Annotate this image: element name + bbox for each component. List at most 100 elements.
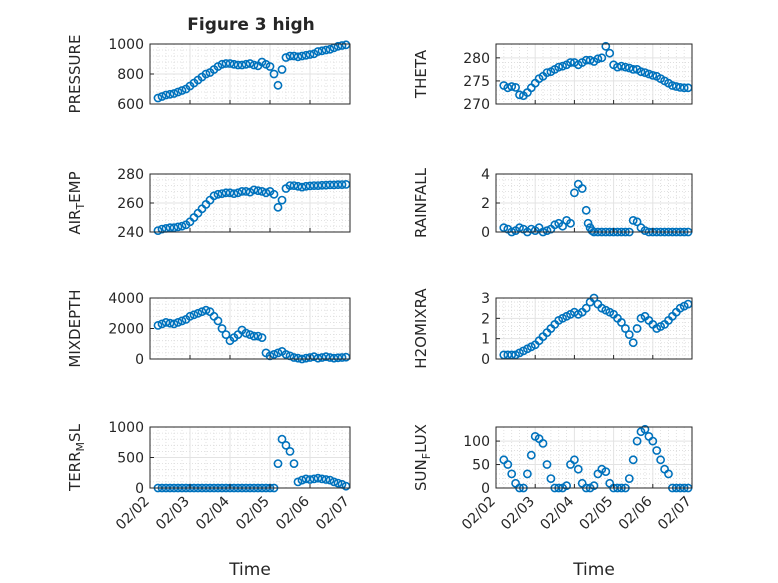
data-point — [213, 189, 223, 199]
y-tick-label: 50 — [472, 458, 490, 474]
data-point — [297, 51, 307, 61]
data-point — [249, 185, 259, 195]
data-point — [201, 305, 211, 315]
data-point — [558, 61, 567, 71]
data-point — [640, 226, 650, 235]
data-point — [273, 202, 283, 212]
y-axis-label: AIRTEMP — [66, 171, 87, 234]
y-tick-label: 0 — [135, 352, 144, 368]
data-point — [265, 62, 275, 71]
data-point — [550, 220, 560, 230]
y-tick-label: 4 — [481, 167, 490, 183]
y-axis-label: SUNFLUX — [412, 424, 433, 491]
data-point — [570, 188, 579, 198]
data-point — [245, 59, 255, 68]
data-point — [313, 47, 323, 56]
y-tick-label: 600 — [117, 97, 144, 113]
data-point — [581, 205, 591, 215]
data-point — [652, 446, 662, 455]
y-tick-label: 270 — [463, 97, 490, 113]
data-point — [305, 50, 315, 59]
data-point — [289, 459, 299, 468]
data-point — [511, 83, 520, 92]
data-point — [213, 316, 223, 326]
data-point — [229, 189, 239, 198]
data-point — [601, 41, 611, 51]
data-point — [583, 218, 593, 228]
data-point — [632, 324, 642, 333]
data-point — [317, 180, 327, 190]
axes-box — [495, 297, 693, 360]
x-tick-label: 02/04 — [537, 493, 577, 533]
data-point — [624, 330, 634, 339]
data-point — [632, 436, 642, 446]
data-point — [257, 333, 267, 342]
data-point — [337, 180, 347, 189]
data-point — [169, 223, 179, 233]
data-point — [201, 69, 211, 79]
data-point — [221, 188, 231, 198]
data-point — [566, 58, 575, 67]
data-point — [581, 303, 591, 313]
data-point — [325, 44, 335, 54]
data-point — [313, 181, 323, 190]
data-point — [173, 317, 183, 327]
data-point — [668, 81, 677, 90]
data-point — [679, 83, 689, 93]
data-point — [221, 59, 231, 68]
data-point — [566, 218, 575, 228]
data-point — [333, 478, 343, 488]
data-point — [289, 353, 299, 362]
x-tick-label: 02/03 — [498, 494, 538, 534]
data-point — [558, 221, 567, 231]
data-point — [153, 93, 163, 103]
data-point — [285, 446, 295, 456]
data-point — [632, 217, 642, 227]
y-tick-label: 260 — [117, 196, 144, 212]
data-point — [245, 330, 255, 339]
data-point — [503, 460, 513, 469]
data-point — [193, 308, 203, 318]
data-point — [507, 82, 517, 91]
data-point — [165, 89, 175, 99]
data-point — [225, 59, 235, 68]
data-point — [221, 330, 231, 339]
data-point — [515, 223, 524, 233]
data-point — [656, 455, 665, 465]
data-point — [253, 331, 263, 341]
data-point — [321, 180, 331, 190]
data-point — [241, 328, 251, 338]
y-tick-label: 0 — [135, 481, 144, 497]
subplot-mixdepth: 0 2000 4000 MIXDEPTH — [66, 289, 351, 368]
data-point — [570, 455, 579, 465]
axes-box — [495, 43, 693, 105]
x-tick-label: 02/02 — [459, 494, 499, 534]
x-tick-label: 02/06 — [273, 493, 313, 533]
data-point — [281, 440, 291, 450]
data-point — [241, 186, 251, 196]
data-point — [165, 318, 175, 328]
data-point — [329, 180, 339, 190]
data-point — [333, 41, 343, 51]
subplot-air-temp: 240 260 280 AIRTEMP — [66, 167, 351, 241]
data-point — [225, 188, 235, 198]
data-point — [177, 86, 187, 95]
y-tick-label: 1000 — [108, 37, 144, 53]
data-point — [617, 317, 626, 327]
data-point — [526, 450, 536, 460]
data-point — [157, 92, 167, 101]
data-point — [325, 180, 335, 190]
data-point — [261, 188, 271, 198]
data-point — [273, 80, 283, 90]
data-point — [173, 222, 183, 232]
x-axis-label: Time — [572, 560, 615, 580]
data-point — [277, 434, 287, 444]
data-point — [499, 223, 509, 233]
y-tick-label: 275 — [463, 74, 490, 90]
y-tick-label: 2 — [481, 311, 490, 327]
data-point — [297, 475, 307, 485]
data-point — [233, 60, 243, 70]
y-tick-label: 0 — [481, 352, 490, 368]
data-point — [617, 61, 626, 71]
